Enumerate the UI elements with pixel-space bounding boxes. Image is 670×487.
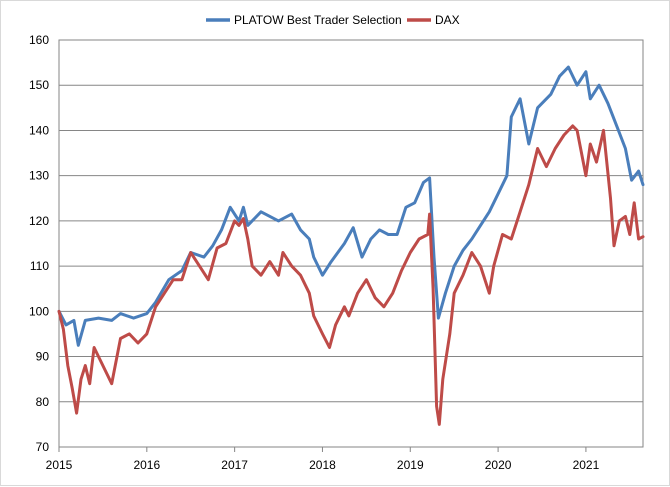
x-tick-label: 2017 xyxy=(221,458,248,472)
y-tick-label: 110 xyxy=(30,259,49,273)
legend: PLATOW Best Trader Selection DAX xyxy=(206,13,460,27)
y-tick-label: 120 xyxy=(29,214,49,228)
legend-label-platow: PLATOW Best Trader Selection xyxy=(234,13,402,27)
y-tick-label: 90 xyxy=(36,350,50,364)
y-tick-label: 100 xyxy=(29,304,49,318)
y-tick-label: 80 xyxy=(36,395,50,409)
x-tick-label: 2015 xyxy=(46,458,73,472)
plot-border xyxy=(58,39,644,448)
legend-label-dax: DAX xyxy=(435,13,460,27)
x-tick-label: 2021 xyxy=(573,458,600,472)
y-tick-label: 130 xyxy=(29,169,49,183)
plot-area xyxy=(58,39,644,448)
x-tick-label: 2020 xyxy=(485,458,512,472)
y-tick-label: 160 xyxy=(29,33,49,47)
x-tick-label: 2016 xyxy=(133,458,160,472)
x-tick-label: 2018 xyxy=(309,458,336,472)
gridlines xyxy=(59,39,643,448)
y-axis-tick-labels: 70 80 90 100 110 120 130 140 150 160 xyxy=(29,33,49,454)
series-line-platow xyxy=(57,65,645,347)
x-tick-label: 2019 xyxy=(397,458,424,472)
x-axis-tick-labels: 2015 2016 2017 2018 2019 2020 2021 xyxy=(46,447,600,472)
y-tick-label: 150 xyxy=(29,78,49,92)
y-tick-label: 70 xyxy=(36,440,50,454)
series-lines xyxy=(57,65,645,426)
y-tick-label: 140 xyxy=(29,123,49,137)
series-line-dax xyxy=(57,124,645,426)
